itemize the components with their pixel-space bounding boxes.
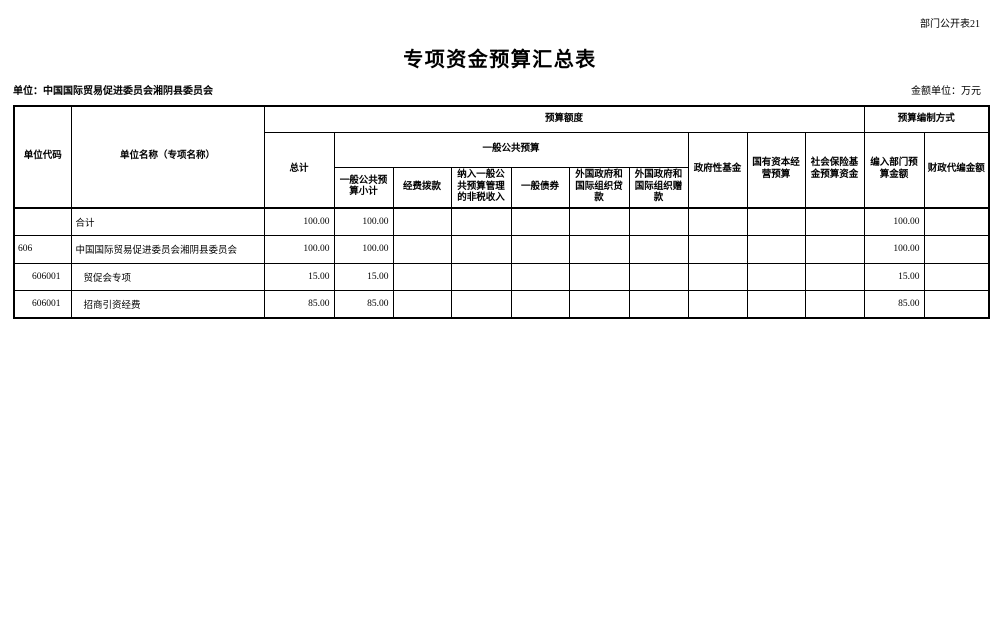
cell-fiscal-amount xyxy=(923,234,990,264)
col-header-foreign-gov-loans: 外国政府和国际组织贷款 xyxy=(568,166,630,209)
col-header-appropriation: 经费拨款 xyxy=(392,166,452,209)
cell-code: 606 xyxy=(13,234,72,264)
cell-social-insurance xyxy=(804,289,865,319)
cell-appropriation xyxy=(392,207,452,236)
cell-non-tax xyxy=(450,234,512,264)
cell-grants xyxy=(628,234,689,264)
cell-social-insurance xyxy=(804,234,865,264)
cell-loans xyxy=(568,262,630,291)
cell-social-insurance xyxy=(804,207,865,236)
cell-total: 15.00 xyxy=(263,262,335,291)
col-header-social-insurance-fund: 社会保险基金预算资金 xyxy=(804,131,865,209)
col-header-general-bonds: 一般债券 xyxy=(510,166,570,209)
cell-gov-funds xyxy=(687,207,748,236)
cell-name: 贸促会专项 xyxy=(70,262,265,291)
cell-total: 100.00 xyxy=(263,234,335,264)
budget-summary-table: 单位代码 单位名称（专项名称） 预算额度 预算编制方式 总计 一般公共预算 政府… xyxy=(13,105,991,319)
col-header-non-tax-revenue: 纳入一般公共预算管理的非税收入 xyxy=(450,166,512,209)
cell-total: 85.00 xyxy=(263,289,335,319)
cell-code xyxy=(13,207,72,236)
cell-grants xyxy=(628,207,689,236)
col-header-gov-funds: 政府性基金 xyxy=(687,131,748,209)
cell-dept-amount: 85.00 xyxy=(863,289,925,319)
cell-state-capital xyxy=(746,262,806,291)
col-header-unit-name: 单位名称（专项名称） xyxy=(70,105,265,209)
col-header-total: 总计 xyxy=(263,131,335,209)
cell-name: 招商引资经费 xyxy=(70,289,265,319)
cell-bonds xyxy=(510,234,570,264)
cell-loans xyxy=(568,289,630,319)
cell-state-capital xyxy=(746,289,806,319)
cell-dept-amount: 100.00 xyxy=(863,207,925,236)
col-group-general-public-budget: 一般公共预算 xyxy=(333,131,689,168)
col-header-unit-code: 单位代码 xyxy=(13,105,72,209)
cell-grants xyxy=(628,289,689,319)
cell-gov-funds xyxy=(687,262,748,291)
cell-code: 606001 xyxy=(13,289,72,319)
cell-bonds xyxy=(510,207,570,236)
cell-gpb-subtotal: 15.00 xyxy=(333,262,394,291)
cell-name: 中国国际贸易促进委员会湘阴县委员会 xyxy=(70,234,265,264)
cell-fiscal-amount xyxy=(923,289,990,319)
cell-social-insurance xyxy=(804,262,865,291)
cell-non-tax xyxy=(450,207,512,236)
table-row-project: 606001 招商引资经费 85.00 85.00 85.00 xyxy=(13,289,990,319)
cell-state-capital xyxy=(746,207,806,236)
cell-bonds xyxy=(510,289,570,319)
cell-gov-funds xyxy=(687,234,748,264)
cell-total: 100.00 xyxy=(263,207,335,236)
col-header-foreign-gov-grants: 外国政府和国际组织赠款 xyxy=(628,166,689,209)
unit-label: 单位：中国国际贸易促进委员会湘阴县委员会 xyxy=(13,86,213,97)
cell-fiscal-amount xyxy=(923,207,990,236)
cell-bonds xyxy=(510,262,570,291)
header-row-top: 单位代码 单位名称（专项名称） 预算额度 预算编制方式 xyxy=(13,105,990,209)
col-header-state-capital-budget: 国有资本经营预算 xyxy=(746,131,806,209)
col-group-budget-quota: 预算额度 xyxy=(263,105,865,133)
cell-appropriation xyxy=(392,234,452,264)
cell-gpb-subtotal: 100.00 xyxy=(333,234,394,264)
col-group-prep-method: 预算编制方式 xyxy=(863,105,990,133)
amount-unit-label: 金额单位：万元 xyxy=(911,86,981,97)
cell-dept-amount: 100.00 xyxy=(863,234,925,264)
table-row-total: 合计 100.00 100.00 100.00 xyxy=(13,207,990,236)
cell-gov-funds xyxy=(687,289,748,319)
corner-label: 部门公开表21 xyxy=(920,19,980,30)
cell-non-tax xyxy=(450,262,512,291)
table-row-unit: 606 中国国际贸易促进委员会湘阴县委员会 100.00 100.00 100.… xyxy=(13,234,990,264)
cell-gpb-subtotal: 100.00 xyxy=(333,207,394,236)
cell-name: 合计 xyxy=(70,207,265,236)
cell-dept-amount: 15.00 xyxy=(863,262,925,291)
col-header-fiscal-compiled-amount: 财政代编金额 xyxy=(923,131,990,209)
cell-state-capital xyxy=(746,234,806,264)
sub-header: 单位：中国国际贸易促进委员会湘阴县委员会 金额单位：万元 xyxy=(13,82,981,97)
header-row-leaf: 一般公共预算小计 经费拨款 纳入一般公共预算管理的非税收入 一般债券 外国政府和… xyxy=(14,166,989,209)
header-row-middle: 总计 一般公共预算 政府性基金 国有资本经营预算 社会保险基金预算资金 编入部门… xyxy=(14,131,990,209)
col-header-gpb-subtotal: 一般公共预算小计 xyxy=(333,166,394,209)
cell-loans xyxy=(568,234,630,264)
cell-non-tax xyxy=(450,289,512,319)
col-header-dept-budget-amount: 编入部门预算金额 xyxy=(863,131,925,209)
cell-gpb-subtotal: 85.00 xyxy=(333,289,394,319)
cell-code: 606001 xyxy=(13,262,72,291)
cell-appropriation xyxy=(392,262,452,291)
table-row-project: 606001 贸促会专项 15.00 15.00 15.00 xyxy=(13,262,990,291)
cell-fiscal-amount xyxy=(923,262,990,291)
cell-appropriation xyxy=(392,289,452,319)
cell-grants xyxy=(628,262,689,291)
page-title: 专项资金预算汇总表 xyxy=(403,49,597,71)
cell-loans xyxy=(568,207,630,236)
